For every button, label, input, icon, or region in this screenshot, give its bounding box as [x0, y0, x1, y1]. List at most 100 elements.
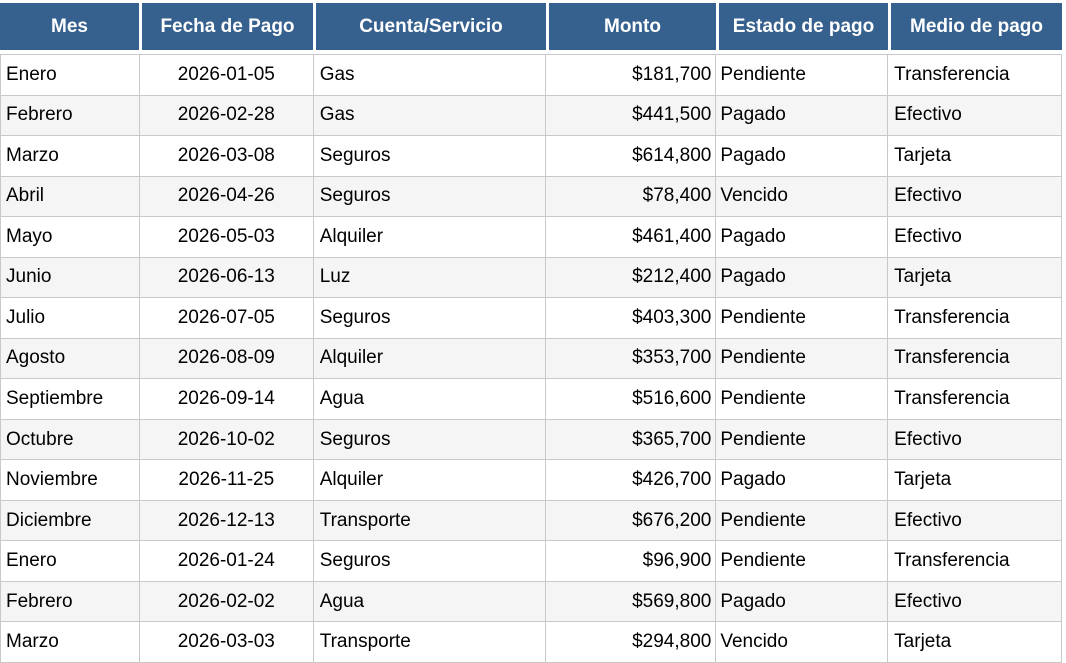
table-cell[interactable]: Pendiente	[716, 541, 889, 581]
table-cell[interactable]: Alquiler	[314, 217, 547, 257]
table-cell[interactable]: Efectivo	[888, 176, 1063, 217]
table-cell[interactable]: Pagado	[716, 217, 889, 257]
table-cell[interactable]: $96,900	[546, 541, 717, 581]
table-cell[interactable]: $78,400	[546, 176, 717, 217]
column-header-mes[interactable]: Mes	[0, 3, 139, 50]
table-row: Julio 2026-07-05 Seguros $403,300 Pendiente T…	[1, 298, 1063, 339]
table-cell[interactable]: Pagado	[716, 257, 889, 298]
column-header-cuenta-servicio[interactable]: Cuenta/Servicio	[313, 3, 546, 50]
table-cell[interactable]: $569,800	[546, 581, 717, 622]
table-cell[interactable]: Tarjeta	[888, 257, 1063, 298]
table-cell[interactable]: $365,700	[546, 419, 717, 460]
table-cell[interactable]: Tarjeta	[888, 460, 1063, 500]
table-cell[interactable]: 2026-07-05	[140, 298, 314, 338]
table-cell[interactable]: $516,600	[546, 379, 717, 419]
table-cell[interactable]: Transferencia	[888, 541, 1063, 581]
table-cell[interactable]: 2026-03-03	[140, 622, 314, 662]
table-row: Septiembre 2026-09-14 Agua $516,600 Pendient…	[1, 379, 1063, 420]
table-cell[interactable]: Pendiente	[716, 500, 889, 541]
table-cell[interactable]: Seguros	[314, 298, 547, 338]
table-cell[interactable]: Agua	[314, 379, 547, 419]
table-cell[interactable]: Alquiler	[314, 338, 547, 379]
table-cell[interactable]: Efectivo	[888, 419, 1063, 460]
table-cell[interactable]: $676,200	[546, 500, 717, 541]
table-cell[interactable]: $403,300	[546, 298, 717, 338]
table-cell[interactable]: Mayo	[1, 217, 140, 257]
table-cell[interactable]: $181,700	[546, 55, 717, 95]
table-cell[interactable]: Seguros	[314, 176, 547, 217]
table-cell[interactable]: Noviembre	[1, 460, 140, 500]
table-cell[interactable]: Transferencia	[888, 379, 1063, 419]
table-cell[interactable]: 2026-03-08	[140, 136, 314, 176]
table-cell[interactable]: Transferencia	[888, 298, 1063, 338]
table-cell[interactable]: Vencido	[716, 176, 889, 217]
table-cell[interactable]: Febrero	[1, 95, 140, 136]
table-cell[interactable]: Septiembre	[1, 379, 140, 419]
table-cell[interactable]: Pagado	[716, 581, 889, 622]
table-cell[interactable]: 2026-05-03	[140, 217, 314, 257]
table-cell[interactable]: Diciembre	[1, 500, 140, 541]
table-cell[interactable]: Marzo	[1, 136, 140, 176]
table-cell[interactable]: Gas	[314, 55, 547, 95]
table-cell[interactable]: Tarjeta	[888, 622, 1063, 662]
table-cell[interactable]: Luz	[314, 257, 547, 298]
table-cell[interactable]: $294,800	[546, 622, 717, 662]
payments-table: Mes Fecha de Pago Cuenta/Servicio Monto Esta…	[0, 3, 1063, 663]
table-cell[interactable]: 2026-10-02	[140, 419, 314, 460]
table-cell[interactable]: Seguros	[314, 419, 547, 460]
table-row: Febrero 2026-02-02 Agua $569,800 Pagado Efect…	[1, 581, 1063, 623]
table-cell[interactable]: Efectivo	[888, 500, 1063, 541]
table-cell[interactable]: Pendiente	[716, 419, 889, 460]
table-cell[interactable]: $353,700	[546, 338, 717, 379]
table-cell[interactable]: Pendiente	[716, 338, 889, 379]
table-cell[interactable]: $426,700	[546, 460, 717, 500]
table-cell[interactable]: Abril	[1, 176, 140, 217]
table-cell[interactable]: Agua	[314, 581, 547, 622]
table-cell[interactable]: $461,400	[546, 217, 717, 257]
table-cell[interactable]: $212,400	[546, 257, 717, 298]
table-cell[interactable]: 2026-04-26	[140, 176, 314, 217]
table-cell[interactable]: 2026-08-09	[140, 338, 314, 379]
table-cell[interactable]: Seguros	[314, 541, 547, 581]
column-header-fecha-de-pago[interactable]: Fecha de Pago	[139, 3, 313, 50]
table-cell[interactable]: Pagado	[716, 136, 889, 176]
table-cell[interactable]: Efectivo	[888, 95, 1063, 136]
table-cell[interactable]: Pagado	[716, 95, 889, 136]
table-cell[interactable]: Junio	[1, 257, 140, 298]
table-cell[interactable]: Transporte	[314, 500, 547, 541]
table-cell[interactable]: Febrero	[1, 581, 140, 622]
table-cell[interactable]: Efectivo	[888, 217, 1063, 257]
table-cell[interactable]: Vencido	[716, 622, 889, 662]
table-cell[interactable]: Gas	[314, 95, 547, 136]
table-cell[interactable]: Pendiente	[716, 298, 889, 338]
table-cell[interactable]: 2026-01-05	[140, 55, 314, 95]
table-cell[interactable]: Agosto	[1, 338, 140, 379]
column-header-medio-de-pago[interactable]: Medio de pago	[888, 3, 1062, 50]
table-cell[interactable]: 2026-02-28	[140, 95, 314, 136]
table-cell[interactable]: Transferencia	[888, 338, 1063, 379]
table-cell[interactable]: Transferencia	[888, 55, 1063, 95]
table-cell[interactable]: Marzo	[1, 622, 140, 662]
table-cell[interactable]: 2026-02-02	[140, 581, 314, 622]
table-cell[interactable]: 2026-01-24	[140, 541, 314, 581]
table-cell[interactable]: 2026-09-14	[140, 379, 314, 419]
table-cell[interactable]: 2026-06-13	[140, 257, 314, 298]
table-cell[interactable]: Pendiente	[716, 55, 889, 95]
table-cell[interactable]: Enero	[1, 55, 140, 95]
column-header-monto[interactable]: Monto	[546, 3, 716, 50]
table-cell[interactable]: 2026-12-13	[140, 500, 314, 541]
table-cell[interactable]: Efectivo	[888, 581, 1063, 622]
table-cell[interactable]: Pagado	[716, 460, 889, 500]
table-cell[interactable]: Alquiler	[314, 460, 547, 500]
table-cell[interactable]: Pendiente	[716, 379, 889, 419]
column-header-estado-de-pago[interactable]: Estado de pago	[716, 3, 888, 50]
table-cell[interactable]: Tarjeta	[888, 136, 1063, 176]
table-cell[interactable]: Enero	[1, 541, 140, 581]
table-cell[interactable]: Julio	[1, 298, 140, 338]
table-cell[interactable]: $441,500	[546, 95, 717, 136]
table-cell[interactable]: Transporte	[314, 622, 547, 662]
table-cell[interactable]: $614,800	[546, 136, 717, 176]
table-cell[interactable]: 2026-11-25	[140, 460, 314, 500]
table-cell[interactable]: Seguros	[314, 136, 547, 176]
table-cell[interactable]: Octubre	[1, 419, 140, 460]
